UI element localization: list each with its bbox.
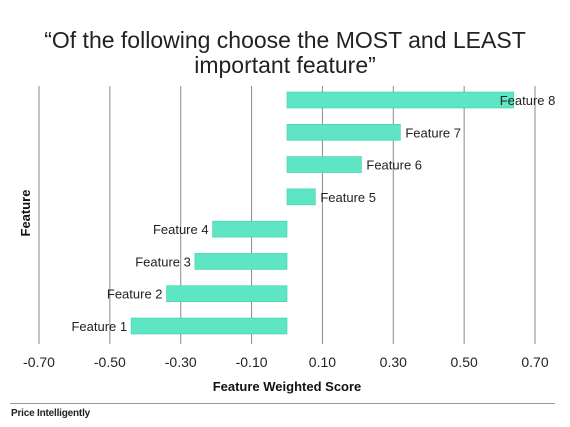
- bar: [286, 156, 362, 173]
- bar-label: Feature 6: [366, 158, 422, 173]
- bar: [166, 285, 288, 303]
- x-tick-label: -0.10: [236, 354, 268, 370]
- bar-label: Feature 8: [500, 93, 556, 108]
- bar-label: Feature 3: [135, 254, 191, 269]
- x-tick-label: -0.30: [165, 354, 197, 370]
- bar-label: Feature 5: [320, 190, 376, 205]
- bar-label: Feature 2: [107, 287, 163, 302]
- bars: [130, 91, 515, 335]
- bar-label: Feature 1: [71, 319, 127, 334]
- chart-title-line-1: “Of the following choose the MOST and LE…: [44, 27, 526, 53]
- chart-title: “Of the following choose the MOST and LE…: [0, 28, 570, 78]
- bar: [286, 123, 401, 141]
- y-axis-title: Feature: [18, 190, 33, 237]
- chart-title-line-2: important feature”: [194, 52, 376, 78]
- bar: [286, 188, 316, 206]
- bar: [194, 253, 288, 270]
- bar-label: Feature 4: [153, 222, 209, 237]
- brand-logo-text: Price Intelligently: [11, 408, 91, 419]
- bar-labels: Feature 1 Feature 2 Feature 3 Feature 4 Feat…: [71, 93, 555, 334]
- x-tick-label: 0.10: [309, 354, 336, 370]
- bar: [130, 317, 288, 335]
- x-tick-labels: -0.70 -0.50 -0.30 -0.10 0.10 0.30 0.50 0.70: [23, 354, 549, 370]
- x-tick-label: 0.70: [521, 354, 548, 370]
- x-tick-label: -0.70: [23, 354, 55, 370]
- bar: [286, 91, 515, 109]
- x-tick-label: 0.30: [380, 354, 407, 370]
- bar-label: Feature 7: [405, 125, 461, 140]
- bar: [212, 220, 288, 238]
- footer-divider: [10, 403, 555, 404]
- x-axis-title: Feature Weighted Score: [213, 379, 362, 394]
- x-tick-label: -0.50: [94, 354, 126, 370]
- x-tick-label: 0.50: [451, 354, 478, 370]
